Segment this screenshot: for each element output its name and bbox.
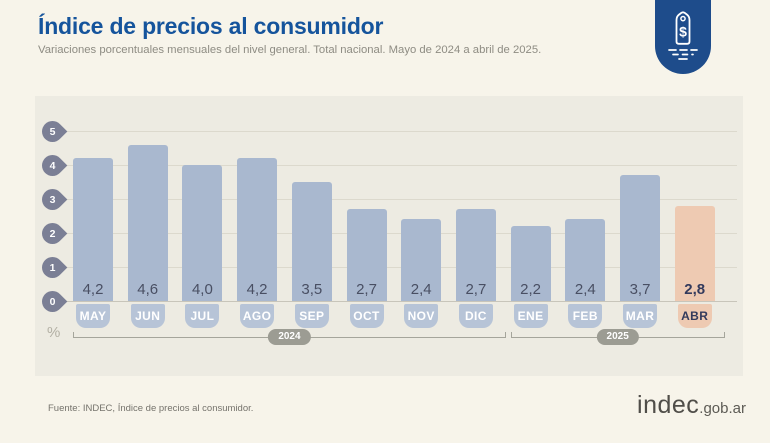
bar-value-NOV: 2,4	[410, 281, 432, 298]
bar-MAR: 3,7	[620, 175, 660, 301]
y-tick-label: 2	[49, 227, 56, 239]
month-label-NOV: NOV	[404, 304, 439, 328]
price-tag-glyph: $	[668, 11, 698, 60]
chart-panel: 0 1 2 3 4 5 4,2 MAY 4,6 JUN 4,0 JUL 4,2 AGO 3,5 SEP 2,7 O…	[35, 96, 743, 376]
month-label-ENE: ENE	[513, 304, 548, 328]
bar-OCT: 2,7	[346, 209, 387, 301]
y-tick-badge-4: 4	[37, 150, 68, 180]
year-label-2025: 2025	[596, 329, 639, 345]
bar-SEP: 3,5	[291, 182, 332, 301]
month-label-MAR: MAR	[623, 304, 657, 328]
bar-ABR: 2,8	[674, 206, 715, 301]
gridline-0	[65, 301, 737, 302]
gridline-3	[65, 199, 737, 200]
percent-axis-label: %	[47, 324, 61, 341]
bar-value-SEP: 3,5	[301, 281, 323, 298]
month-label-ABR: ABR	[677, 304, 712, 328]
bar-value-MAY: 4,2	[82, 281, 104, 298]
y-tick-label: 3	[49, 193, 56, 205]
page-subtitle: Variaciones porcentuales mensuales del n…	[38, 44, 542, 56]
bar-DIC: 2,7	[455, 209, 496, 301]
month-label-DIC: DIC	[458, 304, 493, 328]
y-tick-badge-1: 1	[37, 252, 68, 282]
bar-value-DIC: 2,7	[465, 281, 487, 298]
y-tick-badge-2: 2	[37, 218, 68, 248]
bar-AGO: 4,2	[237, 158, 278, 301]
y-tick-badge-5: 5	[37, 116, 68, 146]
indec-logo: indec .gob.ar	[637, 391, 746, 420]
month-label-FEB: FEB	[568, 304, 603, 328]
month-label-SEP: SEP	[294, 304, 329, 328]
bar-value-OCT: 2,7	[356, 281, 377, 298]
month-label-AGO: AGO	[240, 304, 275, 328]
y-tick-label: 5	[49, 125, 56, 137]
y-tick-label: 1	[49, 261, 56, 273]
y-tick-label: 4	[49, 159, 56, 171]
month-label-JUN: JUN	[130, 304, 165, 328]
svg-text:$: $	[679, 24, 687, 40]
bar-value-ABR: 2,8	[684, 281, 706, 298]
indec-logo-domain: .gob.ar	[699, 400, 746, 417]
bar-chart: 0 1 2 3 4 5 4,2 MAY 4,6 JUN 4,0 JUL 4,2 AGO 3,5 SEP 2,7 O…	[35, 96, 743, 376]
gridline-4	[65, 165, 737, 166]
bar-value-JUL: 4,0	[191, 281, 213, 298]
y-tick-badge-3: 3	[37, 184, 68, 214]
bar-JUL: 4,0	[182, 165, 223, 301]
y-tick-badge-0: 0	[37, 286, 68, 316]
bar-value-MAR: 3,7	[629, 281, 651, 298]
bar-value-AGO: 4,2	[246, 281, 268, 298]
bar-ENE: 2,2	[510, 226, 551, 301]
gridline-2	[65, 233, 737, 234]
bar-value-JUN: 4,6	[137, 281, 159, 298]
bar-JUN: 4,6	[127, 145, 168, 301]
month-label-JUL: JUL	[185, 304, 220, 328]
year-label-2024: 2024	[268, 329, 311, 345]
bar-MAY: 4,2	[73, 158, 113, 301]
bar-FEB: 2,4	[565, 219, 606, 301]
y-tick-label: 0	[49, 295, 56, 307]
bar-value-ENE: 2,2	[520, 281, 542, 298]
month-label-OCT: OCT	[349, 304, 384, 328]
source-note: Fuente: INDEC, Índice de precios al cons…	[48, 403, 254, 414]
bar-value-FEB: 2,4	[574, 281, 596, 298]
month-label-MAY: MAY	[76, 304, 110, 328]
header: Índice de precios al consumidor Variacio…	[38, 13, 541, 56]
indec-logo-text: indec	[637, 391, 700, 419]
price-tag-icon: $	[655, 0, 711, 74]
gridline-1	[65, 267, 737, 268]
bar-NOV: 2,4	[401, 219, 442, 301]
gridline-5	[65, 131, 737, 132]
page-title: Índice de precios al consumidor	[38, 13, 384, 39]
